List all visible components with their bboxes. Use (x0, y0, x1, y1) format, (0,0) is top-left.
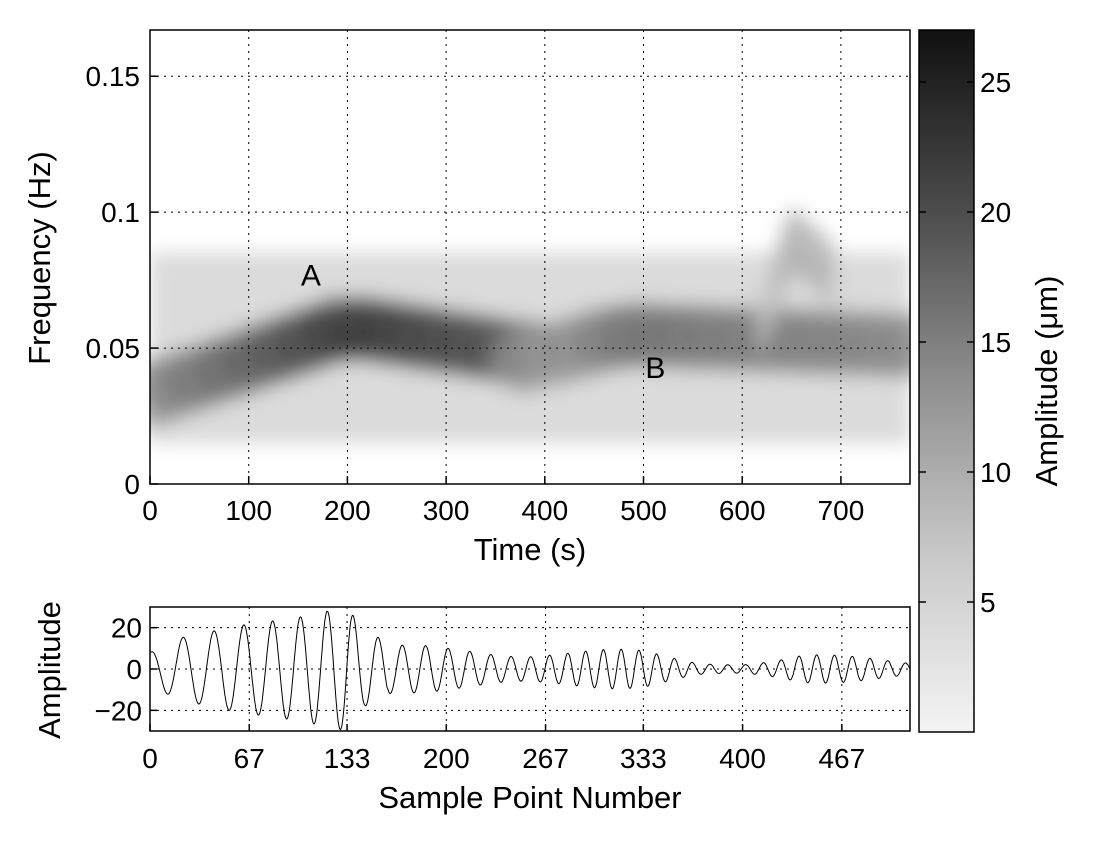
frequency-tick-label: 0 (124, 469, 140, 500)
time-tick-label: 700 (818, 495, 865, 526)
spectrogram-panel: 0 100 200 300 400 500 600 700 00.050.10.15 AB T… (22, 29, 911, 567)
sample-tick-label: 267 (522, 743, 569, 774)
sample-axis-label: Sample Point Number (378, 780, 681, 815)
time-axis-ticks: 0 100 200 300 400 500 600 700 (142, 476, 864, 526)
spectrogram-annotations: AB (301, 260, 665, 385)
waveform-panel: 0 67 133 200 267 333 400 467 −20 0 20 Sample Poin… (32, 601, 911, 815)
time-axis-label: Time (s) (474, 532, 587, 567)
colorbar-tick-label: 25 (980, 67, 1011, 98)
frequency-tick-label: 0.1 (101, 197, 140, 228)
frequency-tick-label: 0.15 (86, 61, 141, 92)
amplitude-tick-label: −20 (95, 695, 143, 726)
sample-tick-label: 200 (423, 743, 470, 774)
annotation-b: B (645, 352, 665, 385)
frequency-axis-ticks: 0 0.05 0.1 0.15 (86, 61, 158, 500)
colorbar-tick-label: 10 (980, 457, 1011, 488)
time-tick-label: 0 (142, 495, 158, 526)
heatmap-ridge-2-cell (824, 237, 838, 306)
colorbar-tick-label: 5 (980, 587, 996, 618)
time-tick-label: 500 (620, 495, 667, 526)
time-tick-label: 300 (423, 495, 470, 526)
frequency-tick-label: 0.05 (86, 333, 141, 364)
colorbar-tick-label: 20 (980, 197, 1011, 228)
sample-tick-label: 0 (142, 743, 158, 774)
sample-tick-label: 333 (620, 743, 667, 774)
spectrogram-frame (149, 29, 911, 485)
time-tick-label: 600 (719, 495, 766, 526)
amplitude-axis-ticks: −20 0 20 (95, 613, 157, 726)
waveform-grid (149, 607, 910, 731)
colorbar-ticks: 5 10 15 20 25 (919, 67, 1011, 618)
colorbar-scale (918, 29, 975, 733)
amplitude-tick-label: 20 (111, 613, 142, 644)
time-tick-label: 400 (521, 495, 568, 526)
waveform-series-line (150, 610, 910, 731)
sample-tick-label: 133 (324, 743, 371, 774)
sample-tick-label: 400 (719, 743, 766, 774)
time-tick-label: 100 (225, 495, 272, 526)
sample-axis-ticks: 0 67 133 200 267 333 400 467 (142, 724, 865, 774)
colorbar-tick-label: 15 (980, 327, 1011, 358)
frequency-axis-label: Frequency (Hz) (22, 151, 57, 365)
time-tick-label: 200 (324, 495, 371, 526)
colorbar: 5 10 15 20 25 Amplitude (μm) (918, 29, 1064, 733)
annotation-a: A (301, 260, 321, 293)
sample-tick-label: 467 (818, 743, 865, 774)
heatmap-ridge-1-cell (874, 311, 910, 380)
amplitude-axis-label: Amplitude (32, 601, 67, 739)
colorbar-label: Amplitude (μm) (1029, 276, 1064, 487)
sample-tick-label: 67 (234, 743, 265, 774)
amplitude-tick-label: 0 (126, 654, 142, 685)
